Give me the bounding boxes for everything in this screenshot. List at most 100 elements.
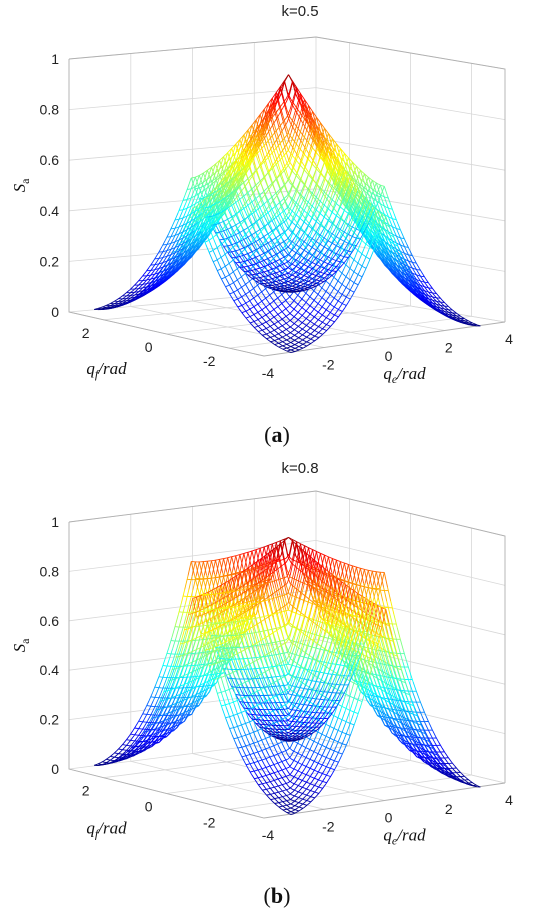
surface-segment [164, 277, 169, 281]
surface-segment [151, 286, 156, 289]
surface-segment [177, 225, 181, 228]
surface-segment [268, 302, 273, 308]
surface-segment [263, 200, 268, 205]
surface-segment [219, 156, 225, 167]
surface-segment [141, 283, 145, 286]
surface-segment [270, 323, 275, 327]
surface-segment [249, 167, 254, 177]
surface-segment [146, 288, 151, 291]
surface-segment [130, 298, 135, 301]
surface-segment [285, 271, 290, 278]
surface-segment [155, 272, 160, 278]
surface-segment [265, 236, 270, 241]
surface-segment [186, 208, 191, 217]
surface-segment [183, 233, 188, 241]
surface-segment [224, 218, 228, 222]
surface-segment [208, 250, 213, 253]
surface-segment [165, 239, 170, 247]
surface-segment [275, 280, 280, 282]
surface-segment [289, 266, 294, 272]
surface-segment [273, 118, 277, 125]
surface-segment [308, 272, 313, 275]
surface-segment [271, 254, 276, 257]
surface-segment [229, 259, 234, 264]
surface-segment [255, 229, 260, 233]
surface-a [94, 74, 481, 354]
surface-segment [250, 293, 255, 300]
surface-segment [242, 284, 246, 288]
surface-segment [223, 246, 228, 252]
surface-segment [178, 217, 182, 220]
surface-segment [312, 147, 316, 152]
surface-segment [334, 277, 339, 282]
surface-segment [248, 215, 253, 224]
surface-segment [106, 307, 110, 310]
surface-segment [294, 329, 299, 333]
surface-segment [237, 270, 242, 278]
surface-segment [241, 273, 245, 278]
surface-segment [215, 257, 221, 266]
surface-segment [221, 277, 225, 280]
surface-segment [142, 271, 147, 277]
surface-segment [260, 199, 265, 210]
surface-segment [140, 294, 145, 297]
surface-segment [158, 246, 163, 253]
surface-segment [271, 342, 275, 345]
surface-segment [102, 308, 106, 311]
surface-segment [233, 282, 238, 289]
surface-segment [274, 344, 279, 347]
surface-segment [266, 230, 271, 239]
surface-segment [275, 217, 280, 224]
surface-segment [181, 203, 187, 212]
surface-segment [232, 237, 237, 244]
surface-segment [245, 273, 250, 280]
surface-segment [241, 276, 246, 284]
surface-segment [233, 273, 238, 281]
surface-segment [303, 221, 308, 226]
surface-segment [205, 244, 210, 253]
surface-segment [270, 143, 275, 149]
surface-segment [168, 266, 173, 270]
surface-segment [330, 284, 335, 289]
surface-segment [277, 161, 282, 173]
surface-segment [260, 308, 265, 314]
surface-segment [211, 163, 216, 174]
surface-segment [253, 180, 259, 191]
surface-segment [199, 205, 204, 214]
surface-segment [307, 166, 312, 175]
surface-segment [245, 281, 249, 285]
surface-segment [138, 294, 142, 298]
surface-segment [149, 269, 154, 272]
surface-segment [275, 259, 280, 262]
surface-segment [130, 300, 134, 303]
surface-segment [196, 182, 201, 192]
surface-segment [170, 235, 174, 238]
surface-segment [254, 325, 258, 328]
surface-segment [158, 268, 163, 273]
surface-segment [235, 202, 240, 210]
surface-segment [181, 262, 186, 266]
surface-segment [237, 279, 242, 287]
surface-segment [258, 326, 263, 331]
surface-segment [147, 285, 151, 288]
surface-segment [249, 259, 254, 267]
surface-segment [240, 134, 245, 146]
surface-segment [247, 236, 252, 243]
surface-segment [217, 268, 221, 272]
surface-segment [280, 244, 285, 250]
surface-segment [122, 303, 127, 306]
surface-segment [204, 240, 209, 243]
surface-segment [187, 177, 192, 188]
surface-segment [151, 273, 156, 279]
surface-segment [245, 263, 250, 271]
surface-segment [188, 208, 194, 217]
surface-segment [145, 290, 150, 293]
surface-segment [188, 254, 193, 258]
surface-segment [164, 233, 170, 241]
surface-segment [287, 242, 292, 248]
surface-segment [310, 321, 314, 324]
surface-segment [174, 269, 179, 274]
surface-segment [222, 271, 227, 280]
surface-segment [336, 203, 340, 207]
surface-segment [106, 303, 111, 306]
